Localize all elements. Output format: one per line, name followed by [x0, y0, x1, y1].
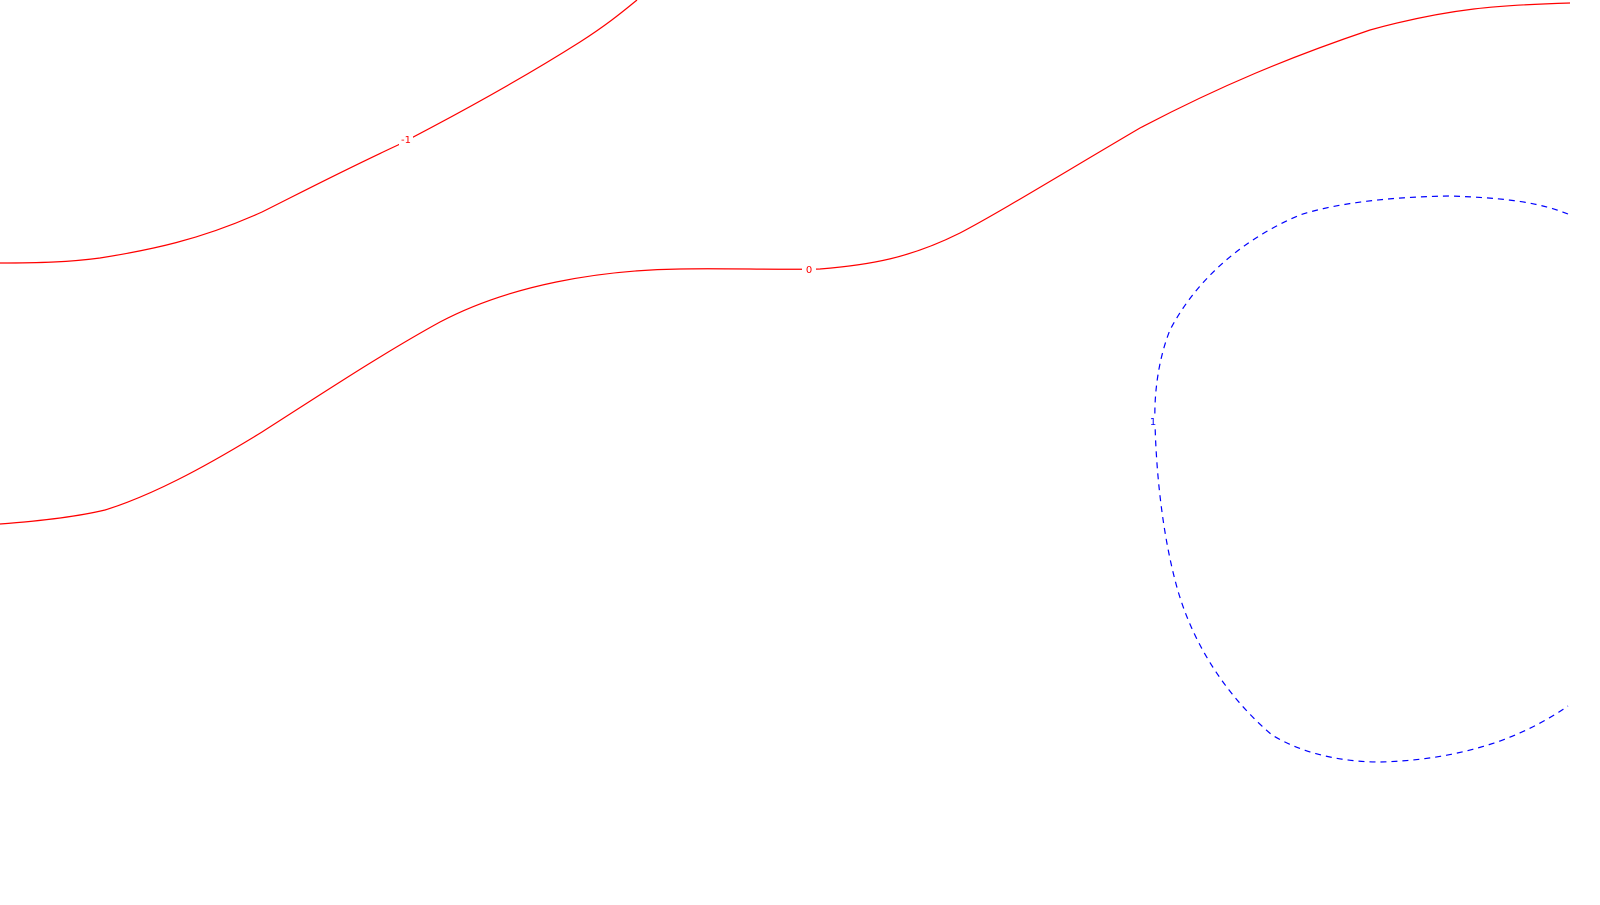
contour-label-bg — [1146, 416, 1160, 428]
contour-label-bg — [802, 264, 816, 276]
contour-label-bg — [399, 134, 413, 146]
contour-lines-group — [0, 0, 1571, 763]
contour-line-level--1 — [0, 0, 638, 264]
contour-line-level-1 — [1154, 195, 1569, 763]
contour-label-level--1: -1 — [401, 135, 411, 146]
contour-label-level-0: 0 — [806, 265, 812, 276]
contour-line-level-0 — [0, 2, 1571, 525]
contour-label-level-1: 1 — [1150, 417, 1156, 428]
contour-labels-group: -1 0 1 — [399, 134, 1160, 428]
